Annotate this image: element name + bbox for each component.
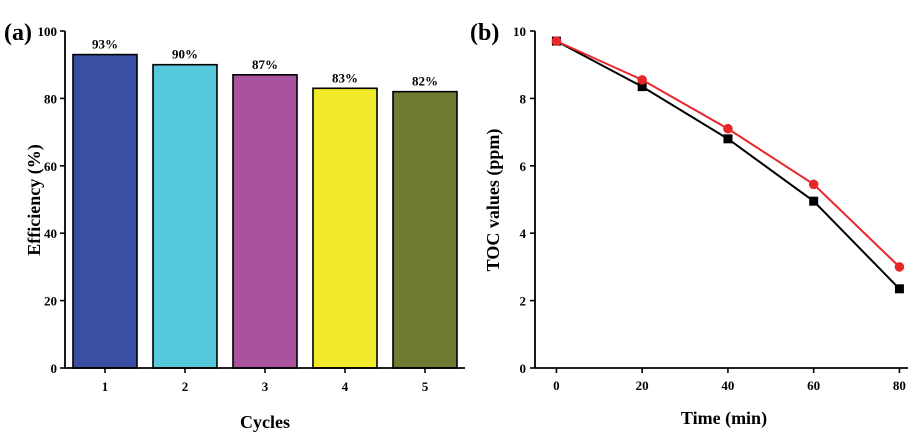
y-tick-label: 60 [44,159,57,174]
x-tick-label: 4 [342,379,349,394]
bar-value-label: 87% [252,57,278,72]
line-y-axis-title: TOC values (ppm) [483,129,504,272]
line-axes: 0 20 40 60 80 0 2 4 6 8 10 [513,24,908,393]
bar-chart-panel: (a) Efficiency (%) Cycles 93% 90% 87% 83% 82… [4,20,465,432]
y-tick-label: 2 [520,294,527,309]
series-line [556,40,901,268]
y-tick-label: 40 [44,226,57,241]
line-x-axis-title: Time (min) [681,408,767,429]
x-tick-label: 2 [182,379,189,394]
y-tick-label: 4 [520,226,527,241]
x-tick-label: 60 [807,378,820,393]
square-point [637,82,647,92]
bar-value-label: 83% [332,70,358,85]
bar-x-axis-title: Cycles [240,412,290,432]
bar [232,74,298,369]
x-tick-label: 40 [721,378,734,393]
bar-y-axis-title: Efficiency (%) [24,144,45,255]
line-marks [551,36,905,294]
bar-value-label: 90% [172,47,198,62]
x-tick-label: 5 [422,379,429,394]
bar [152,63,218,369]
circle-point [808,179,819,190]
square-point [894,284,904,294]
bar-value-label: 82% [412,74,438,89]
y-tick-label: 10 [513,24,526,39]
bar [312,87,378,369]
x-tick-label: 20 [636,378,649,393]
circle-point [723,123,733,134]
y-tick-label: 0 [51,361,58,376]
panel-a-label: (a) [4,20,32,46]
bar-marks: 93% 90% 87% 83% 82% [72,37,458,369]
bar-axes: 1 2 3 4 5 0 20 40 60 80 100 [38,24,465,394]
y-tick-label: 8 [520,91,527,106]
bar-value-label: 93% [92,37,118,52]
square-point [723,134,733,144]
x-tick-label: 3 [262,379,269,394]
y-tick-label: 20 [44,294,57,309]
y-tick-label: 6 [520,159,527,174]
line-chart-panel: (b) TOC values (ppm) Time (min) 0 20 40 60 8… [470,20,908,429]
y-tick-label: 100 [38,24,58,39]
y-tick-label: 0 [520,361,527,376]
y-tick-label: 80 [44,91,57,106]
square-point [809,196,819,206]
series-line [555,40,901,290]
panel-b-label: (b) [470,20,499,46]
bar [72,53,138,369]
x-tick-label: 80 [893,378,906,393]
bar [392,90,458,369]
x-tick-label: 1 [102,379,109,394]
circle-point [637,75,647,85]
x-tick-label: 0 [553,378,560,393]
circle-point [551,36,562,46]
circle-point [894,262,905,272]
